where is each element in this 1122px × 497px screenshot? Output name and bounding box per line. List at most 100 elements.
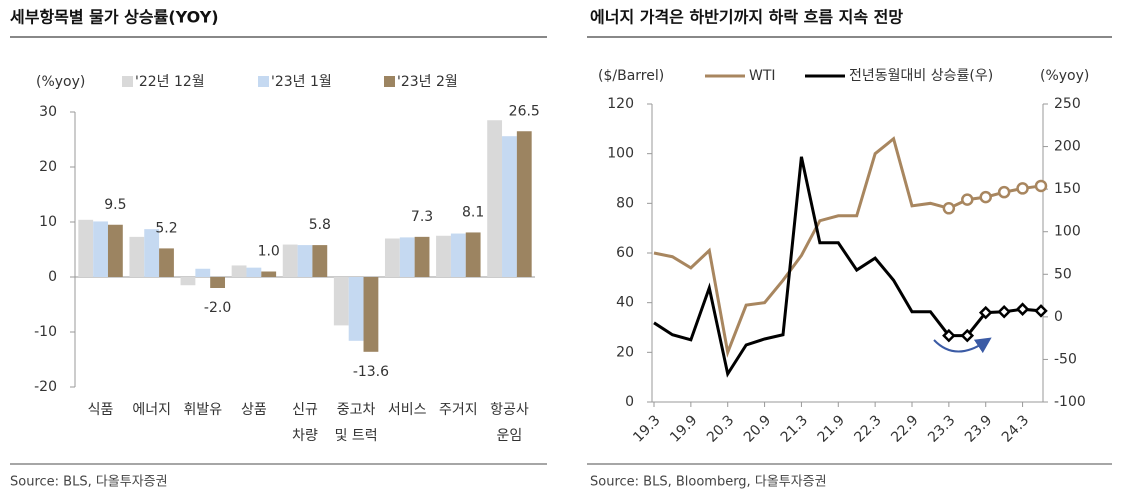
value-label: 1.0 (258, 244, 280, 260)
value-label: 26.5 (509, 103, 540, 119)
x-tick-label: 휘발유 (183, 402, 222, 418)
bar (384, 238, 400, 277)
y-tick-label: 60 (616, 245, 634, 261)
marker (1016, 182, 1029, 195)
bar (195, 268, 211, 277)
x-tick-label: 19.9 (667, 412, 700, 445)
marker (997, 185, 1011, 199)
marker (942, 328, 956, 343)
legend-label: '23년 1월 (271, 74, 332, 90)
x-tick-label: 23.9 (962, 412, 995, 445)
bar (159, 248, 174, 277)
y-tick-label: 40 (616, 295, 634, 311)
legend-swatch (258, 76, 269, 87)
bar (414, 236, 430, 277)
value-label: -13.6 (353, 364, 389, 380)
legend-label: WTI (749, 68, 776, 84)
marker (997, 304, 1011, 319)
bar (297, 245, 313, 277)
marker (1034, 179, 1048, 193)
y2-tick-label: 100 (1054, 224, 1081, 240)
x-tick-label: 19.3 (630, 412, 663, 445)
source: Source: BLS, 다올투자증권 (10, 475, 168, 490)
y2-tick-label: 0 (1054, 309, 1063, 325)
bar (78, 219, 94, 277)
legend-swatch (122, 76, 133, 87)
y-axis-label: ($/Barrel) (598, 68, 664, 84)
x-tick-label: 20.3 (704, 412, 737, 445)
bar (129, 236, 145, 277)
bar (282, 244, 298, 277)
value-label: 7.3 (411, 209, 433, 225)
x-tick-label: 20.9 (741, 412, 774, 445)
chart-title: 에너지 가격은 하반기까지 하락 흐름 지속 전망 (590, 8, 903, 27)
y-tick-label: -20 (34, 379, 57, 395)
bar (93, 221, 108, 277)
bar (399, 237, 415, 277)
bar (312, 245, 328, 277)
x-tick-label: 신규 차량 (292, 402, 318, 444)
x-tick-label: 21.9 (815, 412, 848, 445)
bar (261, 271, 277, 277)
marker (1015, 302, 1030, 316)
legend-label: '22년 12월 (135, 74, 205, 90)
x-tick-label: 21.3 (778, 412, 811, 445)
marker (942, 202, 956, 215)
value-label: 5.2 (155, 220, 177, 236)
y-tick-label: 100 (607, 146, 634, 162)
y2-tick-label: 50 (1054, 266, 1072, 282)
x-tick-label: 중고차 및 트럭 (335, 402, 378, 444)
y-tick-label: -10 (34, 324, 57, 340)
line-series (653, 156, 1042, 378)
bar (502, 136, 517, 277)
chart-title: 세부항목별 물가 상승률(YOY) (10, 8, 219, 27)
y-tick-label: 10 (39, 214, 57, 230)
marker (978, 305, 993, 320)
y-tick-label: 30 (39, 104, 57, 120)
y-tick-label: 120 (607, 96, 634, 112)
bar (450, 233, 466, 277)
bar (487, 120, 503, 277)
value-label: 9.5 (104, 197, 126, 213)
bar (180, 277, 196, 286)
arrow (933, 337, 992, 354)
x-tick-label: 22.9 (888, 412, 921, 445)
x-tick-label: 22.3 (851, 412, 884, 445)
y-tick-label: 20 (616, 344, 634, 360)
x-tick-label: 24.3 (999, 412, 1032, 445)
x-tick-label: 주거지 (439, 402, 478, 418)
y2-tick-label: 150 (1054, 181, 1081, 197)
y-tick-label: 0 (625, 394, 634, 410)
x-tick-label: 에너지 (132, 402, 171, 418)
y-axis-label: (%yoy) (36, 74, 85, 90)
x-tick-label: 식품 (88, 402, 114, 418)
x-tick-label: 상품 (241, 402, 267, 418)
bar (107, 224, 123, 277)
bar (348, 277, 364, 341)
x-tick-label: 23.3 (925, 412, 958, 445)
y-tick-label: 80 (616, 195, 634, 211)
y2-axis-label: (%yoy) (1040, 68, 1089, 84)
y2-tick-label: 200 (1054, 139, 1081, 155)
y2-tick-label: -100 (1054, 394, 1086, 410)
x-tick-label: 항공사 운임 (490, 402, 529, 444)
bar (144, 229, 160, 277)
bar (333, 277, 349, 326)
legend-label: 전년동월대비 상승률(우) (849, 68, 993, 84)
marker (979, 190, 992, 204)
y-tick-label: 20 (39, 159, 57, 175)
bar (436, 235, 451, 277)
bar (516, 131, 532, 277)
y2-tick-label: -50 (1054, 351, 1077, 367)
marker (1034, 304, 1048, 318)
value-label: -2.0 (204, 300, 231, 316)
bar (246, 267, 262, 277)
legend-label: '23년 2월 (397, 74, 458, 90)
legend-swatch (384, 76, 395, 87)
value-label: 8.1 (462, 204, 484, 220)
bar (465, 232, 481, 277)
marker (960, 328, 975, 343)
source: Source: BLS, Bloomberg, 다올투자증권 (590, 475, 827, 490)
bar (363, 277, 379, 352)
